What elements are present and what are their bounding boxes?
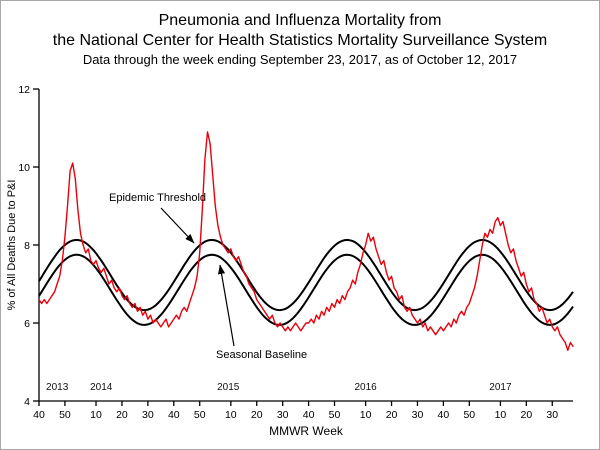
year-label: 2016 bbox=[354, 382, 377, 393]
x-tick-label: 40 bbox=[33, 409, 45, 421]
x-tick-label: 10 bbox=[495, 409, 507, 421]
y-tick-label: 12 bbox=[18, 84, 30, 96]
y-tick-label: 8 bbox=[24, 240, 30, 252]
y-tick-label: 10 bbox=[18, 162, 30, 174]
y-tick-label: 4 bbox=[24, 396, 30, 408]
epidemic-threshold-arrow bbox=[160, 207, 195, 244]
y-tick-label: 6 bbox=[24, 318, 30, 330]
x-tick-label: 20 bbox=[116, 409, 128, 421]
epidemic-threshold-label: Epidemic Threshold bbox=[109, 192, 206, 204]
chart-title-line2: the National Center for Health Statistic… bbox=[53, 32, 547, 49]
x-tick-label: 50 bbox=[194, 409, 206, 421]
x-tick-label: 40 bbox=[303, 409, 315, 421]
x-tick-label: 30 bbox=[412, 409, 424, 421]
x-axis-label: MMWR Week bbox=[269, 424, 344, 438]
seasonal-baseline-arrow bbox=[217, 264, 235, 347]
x-tick-label: 50 bbox=[329, 409, 341, 421]
year-label: 2017 bbox=[489, 382, 512, 393]
seasonal-baseline-label: Seasonal Baseline bbox=[216, 349, 307, 361]
x-tick-label: 10 bbox=[360, 409, 372, 421]
x-tick-label: 20 bbox=[251, 409, 263, 421]
x-tick-label: 40 bbox=[438, 409, 450, 421]
chart-title-line1: Pneumonia and Influenza Mortality from bbox=[159, 12, 442, 29]
chart-subtitle: Data through the week ending September 2… bbox=[83, 52, 517, 67]
x-tick-label: 20 bbox=[386, 409, 398, 421]
x-tick-label: 10 bbox=[90, 409, 102, 421]
x-tick-label: 50 bbox=[59, 409, 71, 421]
x-tick-label: 20 bbox=[520, 409, 532, 421]
x-tick-label: 30 bbox=[277, 409, 289, 421]
curves-layer bbox=[38, 131, 574, 351]
seasonal-baseline-curve bbox=[38, 253, 574, 326]
y-axis-label: % of All Deaths Due to P&I bbox=[6, 180, 18, 311]
axes-layer: 4 6 8 10 12 40 50 10 20 30 40 50 10 20 30 40 50 10 20 30 40 5… bbox=[18, 84, 573, 421]
x-tick-label: 30 bbox=[546, 409, 558, 421]
x-tick-label: 30 bbox=[142, 409, 154, 421]
observed-pi-mortality-line bbox=[38, 131, 574, 351]
year-label: 2014 bbox=[90, 382, 113, 393]
year-label: 2015 bbox=[217, 382, 240, 393]
x-tick-label: 10 bbox=[225, 409, 237, 421]
year-label: 2013 bbox=[46, 382, 69, 393]
x-tick-label: 50 bbox=[463, 409, 475, 421]
epidemic-threshold-curve bbox=[38, 238, 574, 312]
x-tick-label: 40 bbox=[168, 409, 180, 421]
